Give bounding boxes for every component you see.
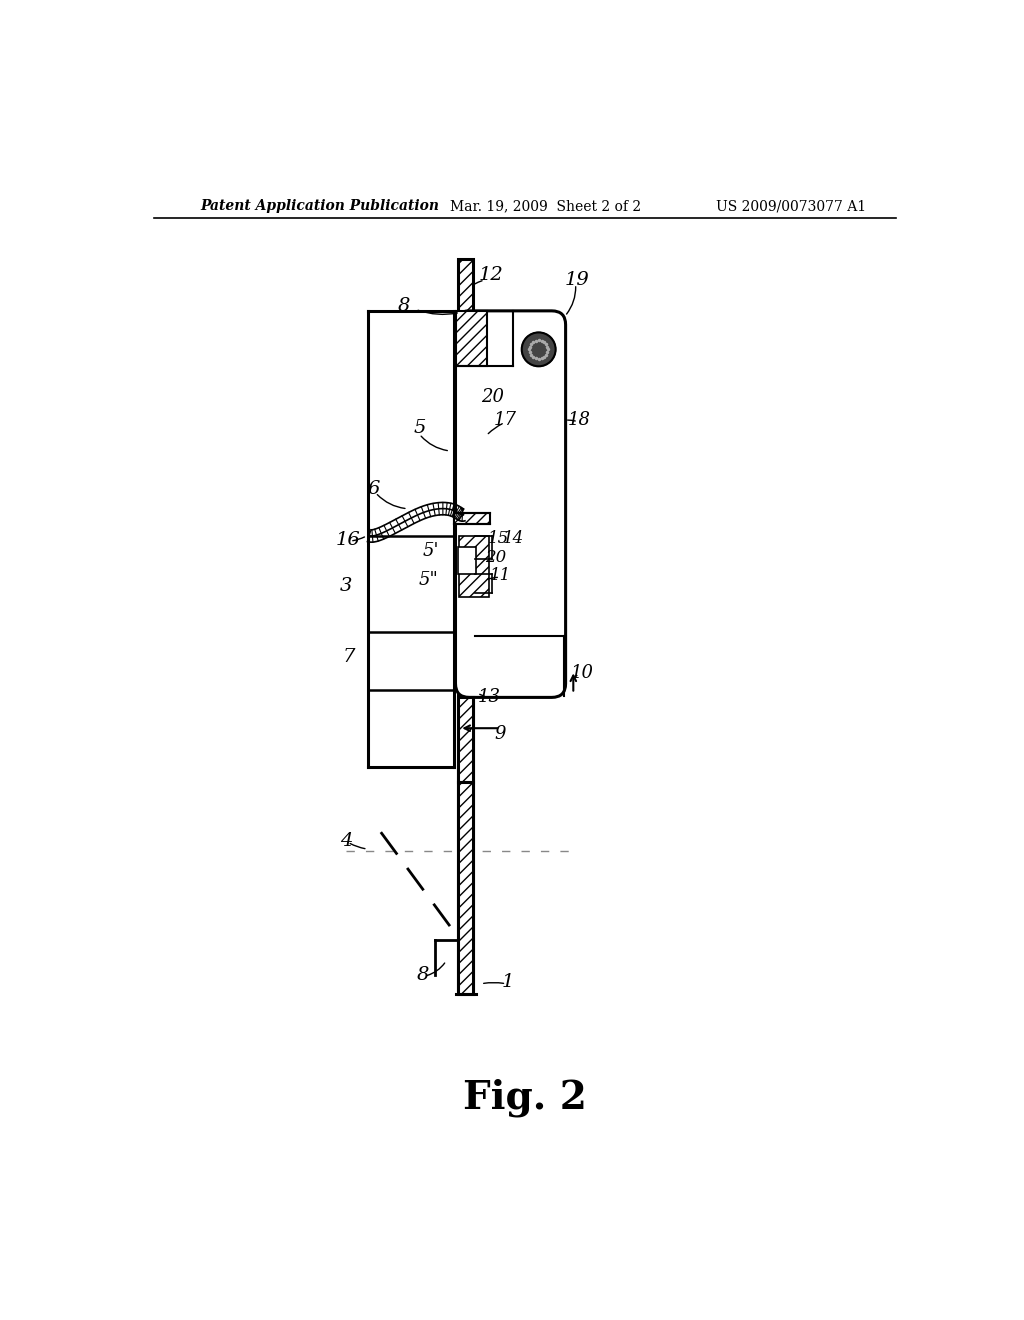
Text: 20: 20 [481, 388, 504, 407]
Text: 4: 4 [340, 832, 352, 850]
Text: 5": 5" [419, 572, 438, 589]
Text: 14: 14 [503, 529, 524, 546]
Text: 16: 16 [336, 531, 360, 549]
Bar [458, 327, 473, 990]
Text: 5: 5 [413, 418, 426, 437]
Text: 7: 7 [342, 648, 354, 667]
Circle shape [521, 333, 556, 367]
Text: 12: 12 [478, 267, 503, 284]
Text: 18: 18 [568, 412, 591, 429]
Bar [454, 512, 490, 524]
Text: Fig. 2: Fig. 2 [463, 1078, 587, 1117]
Text: 17: 17 [494, 412, 516, 429]
Text: US 2009/0073077 A1: US 2009/0073077 A1 [716, 199, 866, 213]
Text: 6: 6 [368, 480, 380, 499]
Text: 20: 20 [485, 549, 506, 566]
Text: 15: 15 [488, 529, 509, 546]
Text: 10: 10 [570, 664, 593, 681]
Bar [460, 536, 488, 597]
Text: 19: 19 [565, 271, 590, 289]
FancyBboxPatch shape [456, 312, 565, 697]
Bar [458, 781, 473, 994]
Text: 9: 9 [495, 726, 506, 743]
Text: 8: 8 [397, 297, 410, 315]
Bar [456, 312, 487, 367]
Bar [458, 697, 473, 781]
Text: Mar. 19, 2009  Sheet 2 of 2: Mar. 19, 2009 Sheet 2 of 2 [451, 199, 641, 213]
Bar [458, 548, 476, 574]
Text: Patent Application Publication: Patent Application Publication [200, 199, 439, 213]
Text: 3: 3 [340, 577, 352, 595]
Text: 5': 5' [423, 543, 439, 560]
Text: 11: 11 [489, 568, 511, 585]
Text: 1: 1 [502, 973, 514, 991]
Text: 8: 8 [417, 966, 429, 983]
Text: 13: 13 [478, 689, 501, 706]
Bar [458, 259, 473, 327]
